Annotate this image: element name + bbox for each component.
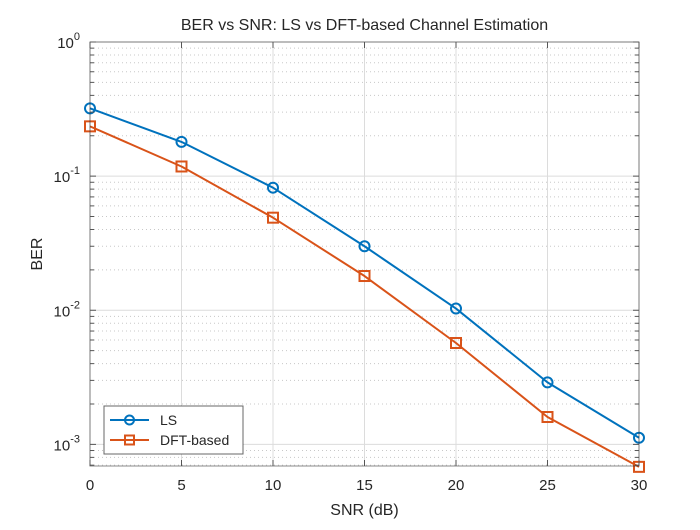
x-tick-label: 0 [86,477,94,494]
x-tick-label: 5 [177,477,185,494]
data-point-dft-based [175,160,188,173]
data-point-dft-based [450,337,462,350]
x-tick-label: 20 [448,477,465,494]
data-point-dft-based [267,211,279,224]
legend-marker-ls [124,414,135,426]
y-tick-label: 10-1 [54,165,80,186]
series-line-ls [89,107,640,439]
legend-box [103,405,244,455]
x-axis-label: SNR (dB) [330,502,398,519]
data-point-ls [450,302,462,315]
x-tick-label: 25 [539,477,556,494]
series-line-dft-based [89,125,640,468]
data-point-ls [267,181,279,194]
legend-label-dft-based: DFT-based [160,432,229,448]
legend-marker-dft-based [124,434,135,446]
x-tick-labels: 0 5 10 15 20 25 30 [86,477,648,494]
data-point-ls [175,135,188,148]
y-axis-label: BER [29,238,46,271]
y-tick-label: 10-2 [54,299,80,320]
x-tick-label: 10 [265,477,282,494]
data-point-dft-based [358,270,371,283]
y-tick-labels: 100 10-1 10-2 10-3 [54,31,80,454]
data-point-dft-based [541,411,554,424]
x-tick-label: 15 [356,477,373,494]
y-tick-label: 10-3 [54,433,80,454]
series-layer [84,102,645,473]
ticks [89,41,640,466]
data-point-ls [358,240,371,253]
y-tick-label: 100 [57,31,80,52]
data-point-ls [541,376,554,389]
x-tick-label: 30 [631,477,648,494]
legend: LS DFT-based [103,405,244,455]
legend-label-ls: LS [160,412,177,428]
chart-title: BER vs SNR: LS vs DFT-based Channel Esti… [181,17,548,34]
